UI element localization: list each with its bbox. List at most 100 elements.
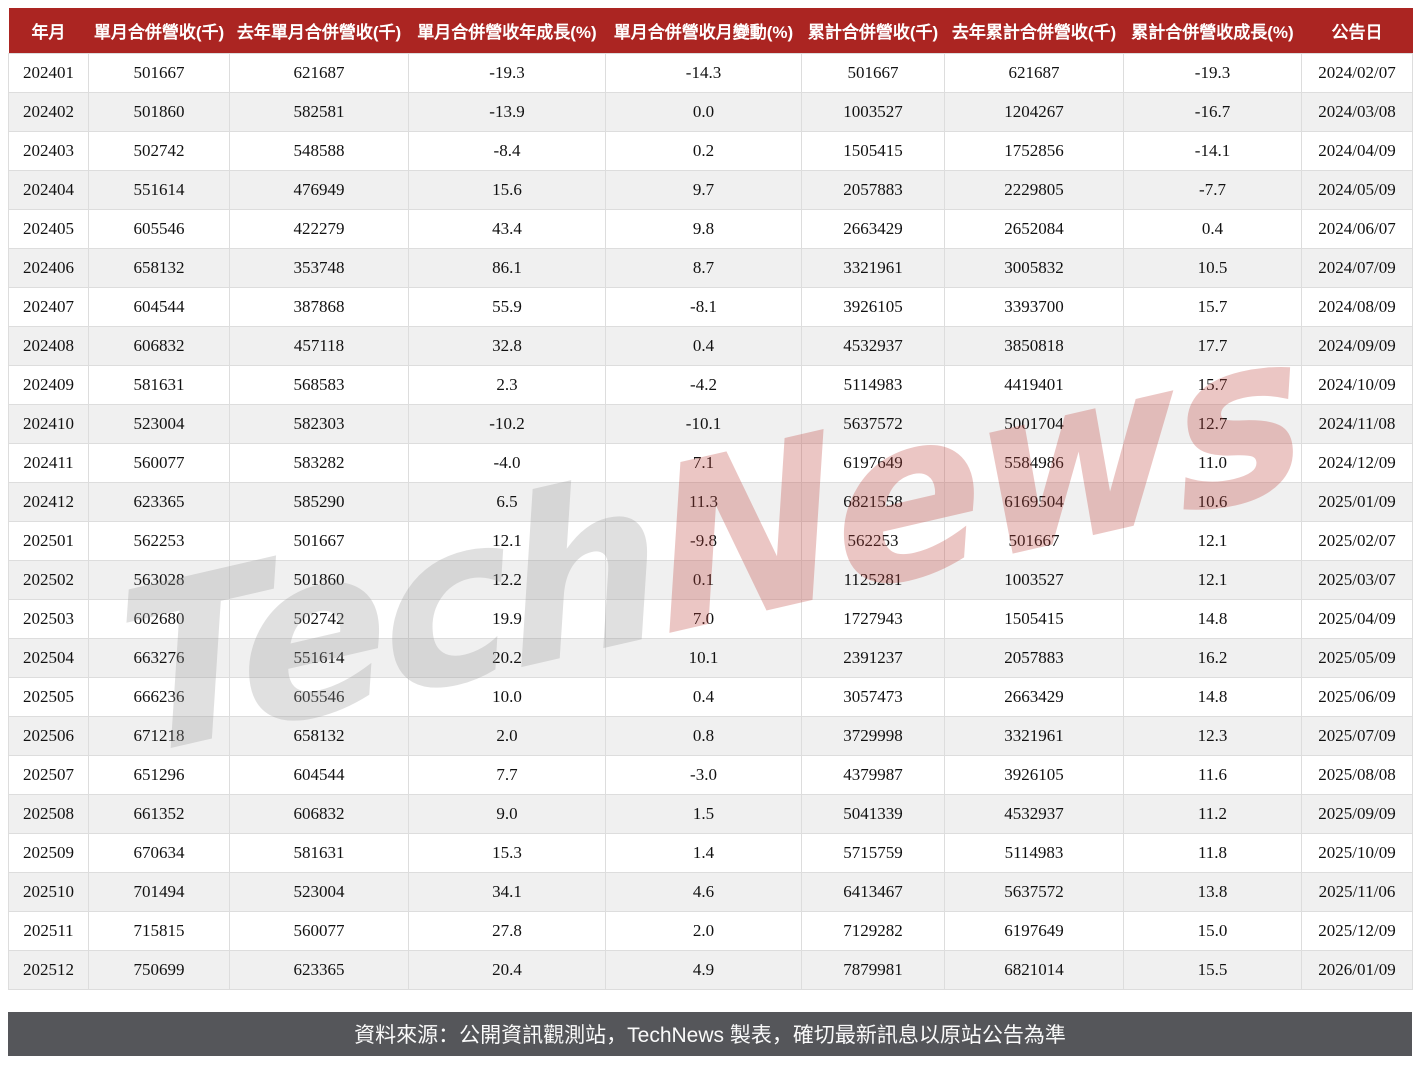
cell: 1752856 — [944, 131, 1124, 171]
cell: 5114983 — [801, 365, 945, 405]
cell: 10.1 — [605, 638, 802, 678]
cell: 202402 — [8, 92, 89, 132]
cell: 551614 — [88, 170, 230, 210]
cell: 3393700 — [944, 287, 1124, 327]
table-row: 202505 666236 605546 10.0 0.4 3057473 2663429 1… — [8, 677, 1413, 717]
cell: -10.1 — [605, 404, 802, 444]
cell: 12.1 — [1123, 560, 1302, 600]
cell: 2391237 — [801, 638, 945, 678]
cell: 2652084 — [944, 209, 1124, 249]
cell: 457118 — [229, 326, 409, 366]
cell: 2025/06/09 — [1301, 677, 1413, 717]
cell: 6821558 — [801, 482, 945, 522]
cell: 560077 — [88, 443, 230, 483]
cell: -3.0 — [605, 755, 802, 795]
cell: 2025/09/09 — [1301, 794, 1413, 834]
cell: 10.6 — [1123, 482, 1302, 522]
cell: 2024/11/08 — [1301, 404, 1413, 444]
cell: 32.8 — [408, 326, 606, 366]
table-row: 202507 651296 604544 7.7 -3.0 4379987 3926105 1… — [8, 755, 1413, 795]
cell: 0.1 — [605, 560, 802, 600]
cell: 604544 — [229, 755, 409, 795]
cell: 2025/04/09 — [1301, 599, 1413, 639]
table-row: 202404 551614 476949 15.6 9.7 2057883 2229805-… — [8, 170, 1413, 210]
cell: 14.8 — [1123, 677, 1302, 717]
cell: 523004 — [88, 404, 230, 444]
cell: 2025/07/09 — [1301, 716, 1413, 756]
cell: 5001704 — [944, 404, 1124, 444]
cell: 11.3 — [605, 482, 802, 522]
cell: 6821014 — [944, 950, 1124, 990]
cell: 20.2 — [408, 638, 606, 678]
cell: 501860 — [88, 92, 230, 132]
cell: -4.0 — [408, 443, 606, 483]
cell: 2025/02/07 — [1301, 521, 1413, 561]
cell: 34.1 — [408, 872, 606, 912]
cell: 2024/12/09 — [1301, 443, 1413, 483]
cell: 551614 — [229, 638, 409, 678]
cell: 3926105 — [944, 755, 1124, 795]
table-body: 202401 501667 621687 -19.3 -14.3 501667 621687… — [8, 53, 1413, 990]
cell: 2024/04/09 — [1301, 131, 1413, 171]
cell: 202406 — [8, 248, 89, 288]
column-header: 公告日 — [1301, 8, 1413, 54]
cell: 6169504 — [944, 482, 1124, 522]
cell: 4379987 — [801, 755, 945, 795]
cell: 2.0 — [605, 911, 802, 951]
column-header: 去年單月合併營收(千) — [229, 8, 409, 54]
cell: 10.0 — [408, 677, 606, 717]
cell: 9.0 — [408, 794, 606, 834]
table-row: 202405 605546 422279 43.4 9.8 2663429 2652084 0… — [8, 209, 1413, 249]
cell: -8.1 — [605, 287, 802, 327]
cell: 202505 — [8, 677, 89, 717]
cell: 2229805 — [944, 170, 1124, 210]
cell: 623365 — [229, 950, 409, 990]
cell: 623365 — [88, 482, 230, 522]
cell: -10.2 — [408, 404, 606, 444]
cell: 3321961 — [944, 716, 1124, 756]
table-row: 202504 663276 551614 20.2 10.1 2391237 2057883… — [8, 638, 1413, 678]
cell: 568583 — [229, 365, 409, 405]
cell: 661352 — [88, 794, 230, 834]
cell: 750699 — [88, 950, 230, 990]
cell: 0.4 — [605, 677, 802, 717]
cell: 2024/08/09 — [1301, 287, 1413, 327]
source-note-bar: 資料來源：公開資訊觀測站，TechNews 製表，確切最新訊息以原站公告為準 — [8, 1012, 1412, 1056]
cell: 19.9 — [408, 599, 606, 639]
cell: 4419401 — [944, 365, 1124, 405]
cell: 501667 — [229, 521, 409, 561]
cell: 1003527 — [944, 560, 1124, 600]
column-header: 去年累計合併營收(千) — [944, 8, 1124, 54]
cell: 583282 — [229, 443, 409, 483]
cell: 4532937 — [944, 794, 1124, 834]
cell: 15.0 — [1123, 911, 1302, 951]
cell: 202405 — [8, 209, 89, 249]
cell: 2025/10/09 — [1301, 833, 1413, 873]
cell: 16.2 — [1123, 638, 1302, 678]
cell: 202403 — [8, 131, 89, 171]
cell: 606832 — [229, 794, 409, 834]
cell: 523004 — [229, 872, 409, 912]
cell: 2025/12/09 — [1301, 911, 1413, 951]
cell: 605546 — [229, 677, 409, 717]
cell: 12.7 — [1123, 404, 1302, 444]
cell: 6197649 — [801, 443, 945, 483]
table-row: 202403 502742 548588 -8.4 0.2 1505415 1752856-… — [8, 131, 1413, 171]
cell: 5584986 — [944, 443, 1124, 483]
cell: 4.6 — [605, 872, 802, 912]
cell: 605546 — [88, 209, 230, 249]
cell: 1003527 — [801, 92, 945, 132]
cell: -8.4 — [408, 131, 606, 171]
monthly-revenue-table: 年月 單月合併營收(千) 去年單月合併營收(千) 單月合併營收年成長(%) 單月合併營收… — [8, 8, 1413, 990]
cell: 202409 — [8, 365, 89, 405]
cell: 2663429 — [944, 677, 1124, 717]
source-note-text: 資料來源：公開資訊觀測站，TechNews 製表，確切最新訊息以原站公告為準 — [354, 1024, 1066, 1047]
cell: 3057473 — [801, 677, 945, 717]
cell: 202408 — [8, 326, 89, 366]
cell: 0.0 — [605, 92, 802, 132]
column-header: 累計合併營收(千) — [801, 8, 945, 54]
cell: 2024/02/07 — [1301, 53, 1413, 93]
cell: 5637572 — [801, 404, 945, 444]
cell: 2024/03/08 — [1301, 92, 1413, 132]
cell: 501667 — [801, 53, 945, 93]
